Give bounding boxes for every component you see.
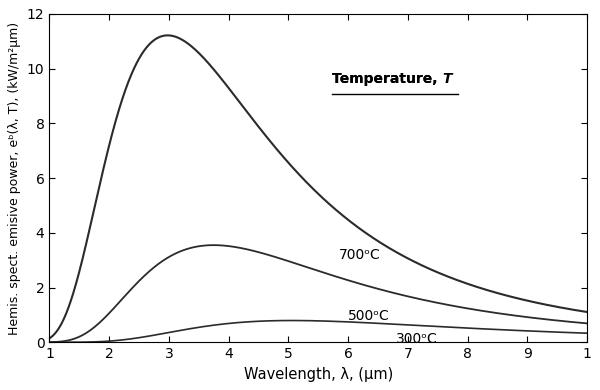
Y-axis label: Hemis. spect. emisive power, eᵇ(λ, T), (kW/m²μm): Hemis. spect. emisive power, eᵇ(λ, T), (… [8, 21, 22, 335]
Text: T: T [442, 72, 452, 86]
Text: 300ᵒC: 300ᵒC [396, 332, 438, 346]
X-axis label: Wavelength, λ, (μm): Wavelength, λ, (μm) [244, 367, 393, 382]
Text: Temperature, T: Temperature, T [332, 72, 452, 86]
Text: 700ᵒC: 700ᵒC [339, 248, 381, 262]
Text: Temperature,: Temperature, [332, 72, 442, 86]
Text: Temperature,: Temperature, [332, 72, 442, 86]
Text: 500ᵒC: 500ᵒC [348, 309, 390, 323]
